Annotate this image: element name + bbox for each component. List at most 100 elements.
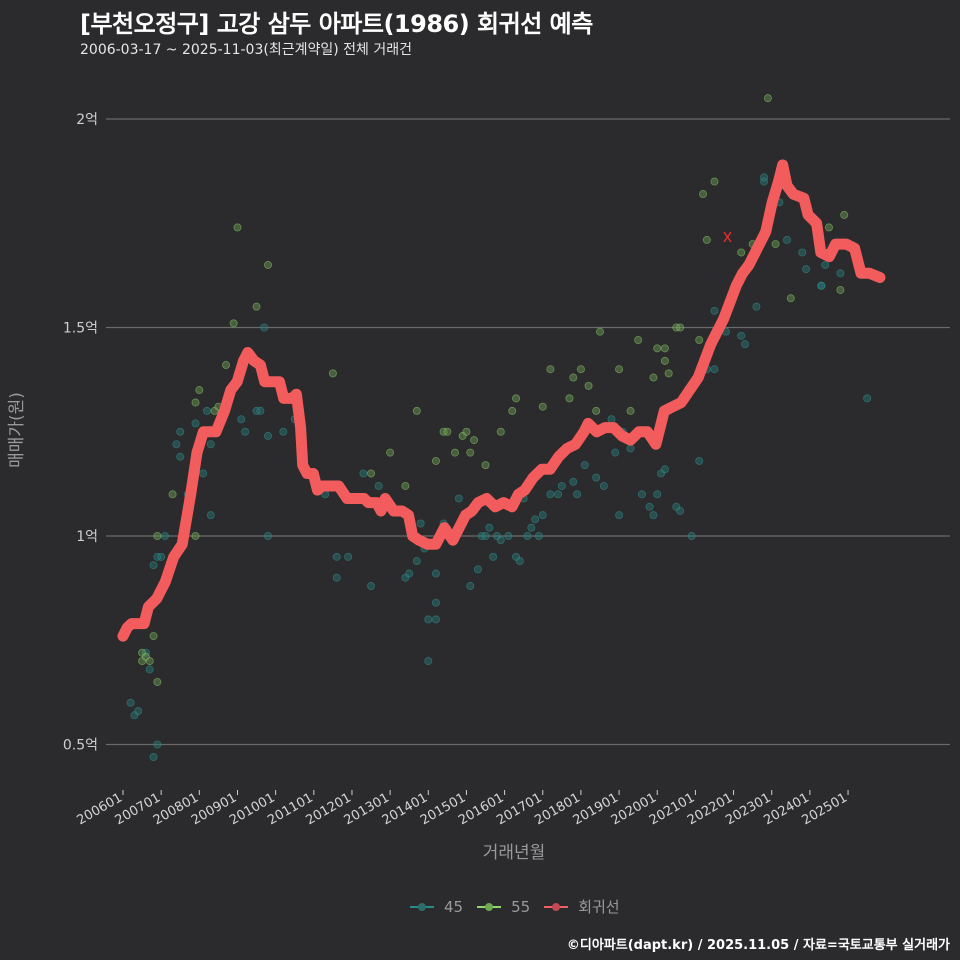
- x-marker-icon: [723, 231, 732, 243]
- data-point: [344, 552, 353, 561]
- y-axis-title: 매매가(원): [7, 392, 27, 468]
- data-point: [599, 481, 608, 490]
- data-point: [229, 319, 238, 328]
- data-point: [798, 248, 807, 257]
- data-point: [172, 440, 181, 449]
- data-point: [157, 552, 166, 561]
- legend-item-regression: 회귀선: [544, 896, 620, 917]
- data-point: [367, 582, 376, 591]
- data-point: [737, 331, 746, 340]
- data-point: [466, 448, 475, 457]
- legend-item-45: 45: [410, 898, 463, 916]
- data-point: [840, 210, 849, 219]
- data-point: [195, 386, 204, 395]
- data-point: [153, 532, 162, 541]
- data-point: [160, 532, 169, 541]
- y-axis-ticks: 0.5억 1억 1.5억 2억: [63, 112, 98, 754]
- data-point: [611, 448, 620, 457]
- data-point: [489, 552, 498, 561]
- data-point: [168, 490, 177, 499]
- data-point: [153, 740, 162, 749]
- data-point: [149, 561, 158, 570]
- data-point: [504, 532, 513, 541]
- data-point: [737, 248, 746, 257]
- legend-label-45: 45: [444, 897, 464, 916]
- data-point: [531, 515, 540, 524]
- legend-key-45-icon: [410, 901, 434, 913]
- data-point: [649, 373, 658, 382]
- data-point: [424, 657, 433, 666]
- data-point: [191, 532, 200, 541]
- data-point: [565, 394, 574, 403]
- data-point: [496, 427, 505, 436]
- data-point: [206, 440, 215, 449]
- data-point: [836, 269, 845, 278]
- data-point: [191, 419, 200, 428]
- data-point: [817, 281, 826, 290]
- data-point: [771, 240, 780, 249]
- data-point: [569, 477, 578, 486]
- data-point: [424, 615, 433, 624]
- data-point: [592, 406, 601, 415]
- data-point: [431, 569, 440, 578]
- chart-subtitle: 2006-03-17 ~ 2025-11-03(최근계약일) 전체 거래건: [80, 42, 412, 58]
- data-point: [332, 552, 341, 561]
- y-tick-label: 2억: [76, 112, 98, 128]
- data-point: [752, 302, 761, 311]
- data-point: [534, 532, 543, 541]
- series-45-points: [126, 173, 872, 762]
- x-axis-ticks: 2006012007012008012009012010012011012012…: [75, 790, 850, 828]
- data-point: [279, 427, 288, 436]
- data-point: [626, 444, 635, 453]
- data-point: [374, 481, 383, 490]
- data-point: [450, 448, 459, 457]
- data-point: [462, 427, 471, 436]
- data-point: [676, 506, 685, 515]
- data-point: [596, 327, 605, 336]
- y-tick-label: 0.5억: [63, 738, 98, 754]
- data-point: [454, 494, 463, 503]
- data-point: [328, 369, 337, 378]
- data-point: [134, 707, 143, 716]
- data-point: [607, 415, 616, 424]
- data-point: [664, 369, 673, 378]
- data-point: [332, 573, 341, 582]
- data-point: [836, 285, 845, 294]
- data-point: [512, 394, 521, 403]
- data-point: [256, 406, 265, 415]
- data-point: [687, 532, 696, 541]
- legend-label-55: 55: [511, 897, 531, 916]
- legend: 45 55 회귀선: [410, 896, 628, 917]
- data-point: [466, 582, 475, 591]
- data-point: [699, 190, 708, 199]
- data-point: [634, 336, 643, 345]
- data-point: [741, 340, 750, 349]
- series-55-points: [138, 94, 849, 686]
- data-point: [592, 473, 601, 482]
- data-point: [237, 415, 246, 424]
- legend-label-regression: 회귀선: [578, 898, 620, 916]
- data-point: [264, 532, 273, 541]
- data-point: [653, 490, 662, 499]
- data-point: [653, 344, 662, 353]
- data-point: [569, 373, 578, 382]
- data-point: [824, 223, 833, 232]
- data-point: [573, 490, 582, 499]
- data-point: [710, 306, 719, 315]
- data-point: [405, 569, 414, 578]
- x-axis-title: 거래년월: [483, 843, 546, 863]
- data-point: [481, 532, 490, 541]
- data-point: [760, 177, 769, 186]
- y-tick-label: 1억: [76, 529, 98, 545]
- data-point: [821, 260, 830, 269]
- data-point: [149, 753, 158, 762]
- data-point: [401, 481, 410, 490]
- data-point: [202, 406, 211, 415]
- data-point: [645, 502, 654, 511]
- legend-key-regression-icon: [544, 901, 569, 913]
- data-point: [546, 365, 555, 374]
- data-point: [431, 598, 440, 607]
- data-point: [145, 657, 154, 666]
- data-point: [660, 465, 669, 474]
